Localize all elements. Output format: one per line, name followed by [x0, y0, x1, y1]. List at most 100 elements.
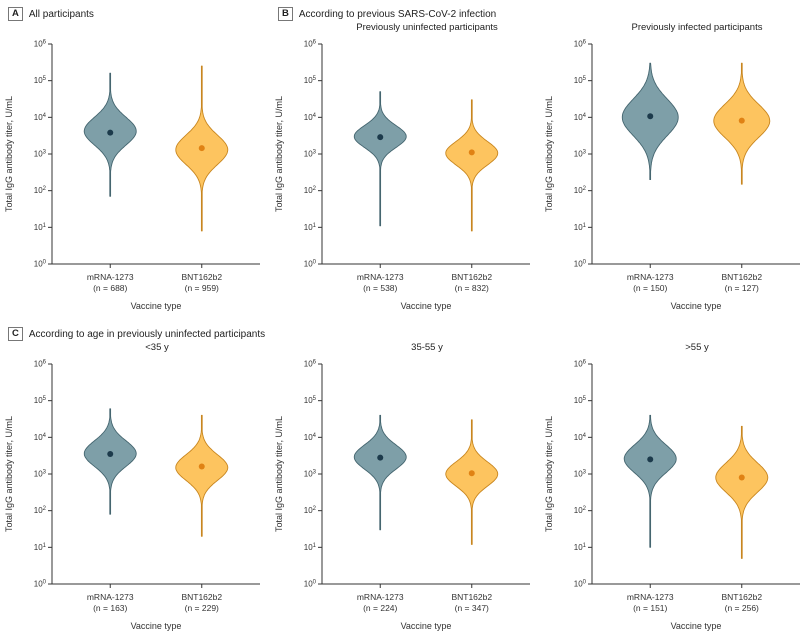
- svg-text:106: 106: [34, 40, 47, 49]
- svg-text:102: 102: [574, 186, 587, 195]
- violin-chart-previously-infected: 100 101 102 103 104 105 106 Total IgG antibody …: [540, 36, 810, 320]
- svg-text:BNT162b2: BNT162b2: [451, 272, 492, 282]
- svg-text:(n = 688): (n = 688): [93, 283, 127, 293]
- bottom-row: <35 y 100 101 102 103 104 105 106 Total IgG ant…: [0, 342, 810, 640]
- svg-text:Total IgG antibody titer, U/mL: Total IgG antibody titer, U/mL: [544, 416, 554, 532]
- svg-text:100: 100: [574, 260, 587, 269]
- svg-text:106: 106: [34, 360, 47, 369]
- svg-text:101: 101: [34, 543, 47, 552]
- panel-c-header: C According to age in previously uninfec…: [0, 320, 810, 342]
- svg-text:103: 103: [34, 470, 47, 479]
- svg-text:105: 105: [34, 76, 47, 85]
- svg-text:102: 102: [304, 186, 317, 195]
- svg-text:101: 101: [574, 543, 587, 552]
- svg-text:(n = 959): (n = 959): [185, 283, 219, 293]
- svg-text:106: 106: [304, 40, 317, 49]
- svg-text:Total IgG antibody titer, U/mL: Total IgG antibody titer, U/mL: [4, 416, 14, 532]
- violin-chart-previously-uninfected: 100 101 102 103 104 105 106 Total IgG antibody …: [270, 36, 540, 320]
- svg-text:102: 102: [304, 506, 317, 515]
- svg-text:mRNA-1273: mRNA-1273: [627, 272, 674, 282]
- svg-text:Total IgG antibody titer, U/mL: Total IgG antibody titer, U/mL: [274, 416, 284, 532]
- svg-text:104: 104: [304, 113, 317, 122]
- panel-b-right-header-spacer: [540, 0, 810, 22]
- svg-text:Vaccine type: Vaccine type: [671, 301, 722, 311]
- panel-c-label: C: [8, 327, 23, 341]
- panel-a-title: All participants: [28, 8, 94, 20]
- svg-text:mRNA-1273: mRNA-1273: [357, 592, 404, 602]
- svg-text:102: 102: [574, 506, 587, 515]
- svg-text:100: 100: [304, 260, 317, 269]
- svg-text:mRNA-1273: mRNA-1273: [87, 592, 134, 602]
- svg-text:(n = 256): (n = 256): [725, 603, 759, 613]
- svg-text:(n = 127): (n = 127): [725, 283, 759, 293]
- svg-text:mRNA-1273: mRNA-1273: [627, 592, 674, 602]
- svg-text:mRNA-1273: mRNA-1273: [357, 272, 404, 282]
- svg-text:105: 105: [574, 396, 587, 405]
- svg-text:100: 100: [304, 580, 317, 589]
- svg-text:102: 102: [34, 506, 47, 515]
- svg-text:105: 105: [34, 396, 47, 405]
- svg-text:(n = 347): (n = 347): [455, 603, 489, 613]
- panel-b-title: According to previous SARS-CoV-2 infecti…: [298, 8, 497, 20]
- svg-text:mRNA-1273: mRNA-1273: [87, 272, 134, 282]
- svg-text:(n = 538): (n = 538): [363, 283, 397, 293]
- svg-text:101: 101: [304, 223, 317, 232]
- svg-text:105: 105: [574, 76, 587, 85]
- svg-text:(n = 150): (n = 150): [633, 283, 667, 293]
- svg-text:(n = 151): (n = 151): [633, 603, 667, 613]
- top-row: A All participants 100 101 102 103 104 105 106…: [0, 0, 810, 320]
- panel-c-35-55-cell: 35-55 y 100 101 102 103 104 105 106 Total IgG a…: [270, 342, 540, 640]
- panel-b-left-cell: B According to previous SARS-CoV-2 infec…: [270, 0, 540, 320]
- violin-chart-35-55: 100 101 102 103 104 105 106 Total IgG antibody …: [270, 356, 540, 640]
- panel-b-right-cell: Previously infected participants 100 101 1…: [540, 0, 810, 320]
- violin-chart-under-35: 100 101 102 103 104 105 106 Total IgG antibody …: [0, 356, 270, 640]
- panel-a-header: A All participants: [0, 0, 270, 22]
- panel-b-header: B According to previous SARS-CoV-2 infec…: [270, 0, 540, 22]
- panel-c-under35-cell: <35 y 100 101 102 103 104 105 106 Total IgG ant…: [0, 342, 270, 640]
- panel-a-cell: A All participants 100 101 102 103 104 105 106…: [0, 0, 270, 320]
- svg-text:105: 105: [304, 76, 317, 85]
- svg-text:(n = 224): (n = 224): [363, 603, 397, 613]
- svg-text:(n = 163): (n = 163): [93, 603, 127, 613]
- svg-text:Vaccine type: Vaccine type: [131, 621, 182, 631]
- subtitle-under-35: <35 y: [145, 342, 169, 353]
- svg-text:100: 100: [574, 580, 587, 589]
- subtitle-previously-infected: Previously infected participants: [631, 22, 763, 33]
- subtitle-all-participants: [0, 22, 270, 36]
- svg-text:103: 103: [304, 150, 317, 159]
- svg-text:103: 103: [574, 150, 587, 159]
- svg-text:105: 105: [304, 396, 317, 405]
- svg-text:104: 104: [574, 433, 587, 442]
- svg-text:101: 101: [34, 223, 47, 232]
- svg-text:100: 100: [34, 580, 47, 589]
- violin-chart-all-participants: 100 101 102 103 104 105 106 Total IgG antibody …: [0, 36, 270, 320]
- svg-text:BNT162b2: BNT162b2: [721, 272, 762, 282]
- svg-text:BNT162b2: BNT162b2: [451, 592, 492, 602]
- svg-text:(n = 832): (n = 832): [455, 283, 489, 293]
- svg-text:Total IgG antibody titer, U/mL: Total IgG antibody titer, U/mL: [4, 96, 14, 212]
- panel-c-over55-cell: >55 y 100 101 102 103 104 105 106 Total IgG ant…: [540, 342, 810, 640]
- svg-text:Vaccine type: Vaccine type: [671, 621, 722, 631]
- svg-text:104: 104: [34, 433, 47, 442]
- svg-text:101: 101: [574, 223, 587, 232]
- svg-text:104: 104: [574, 113, 587, 122]
- svg-text:Vaccine type: Vaccine type: [401, 621, 452, 631]
- subtitle-35-55: 35-55 y: [411, 342, 443, 353]
- svg-text:104: 104: [34, 113, 47, 122]
- svg-text:Total IgG antibody titer, U/mL: Total IgG antibody titer, U/mL: [544, 96, 554, 212]
- svg-text:Vaccine type: Vaccine type: [401, 301, 452, 311]
- svg-text:103: 103: [304, 470, 317, 479]
- svg-text:(n = 229): (n = 229): [185, 603, 219, 613]
- svg-text:104: 104: [304, 433, 317, 442]
- svg-text:106: 106: [304, 360, 317, 369]
- svg-text:100: 100: [34, 260, 47, 269]
- svg-text:Total IgG antibody titer, U/mL: Total IgG antibody titer, U/mL: [274, 96, 284, 212]
- svg-text:101: 101: [304, 543, 317, 552]
- svg-text:102: 102: [34, 186, 47, 195]
- svg-text:Vaccine type: Vaccine type: [131, 301, 182, 311]
- svg-text:106: 106: [574, 360, 587, 369]
- panel-b-label: B: [278, 7, 293, 21]
- svg-text:103: 103: [574, 470, 587, 479]
- panel-a-label: A: [8, 7, 23, 21]
